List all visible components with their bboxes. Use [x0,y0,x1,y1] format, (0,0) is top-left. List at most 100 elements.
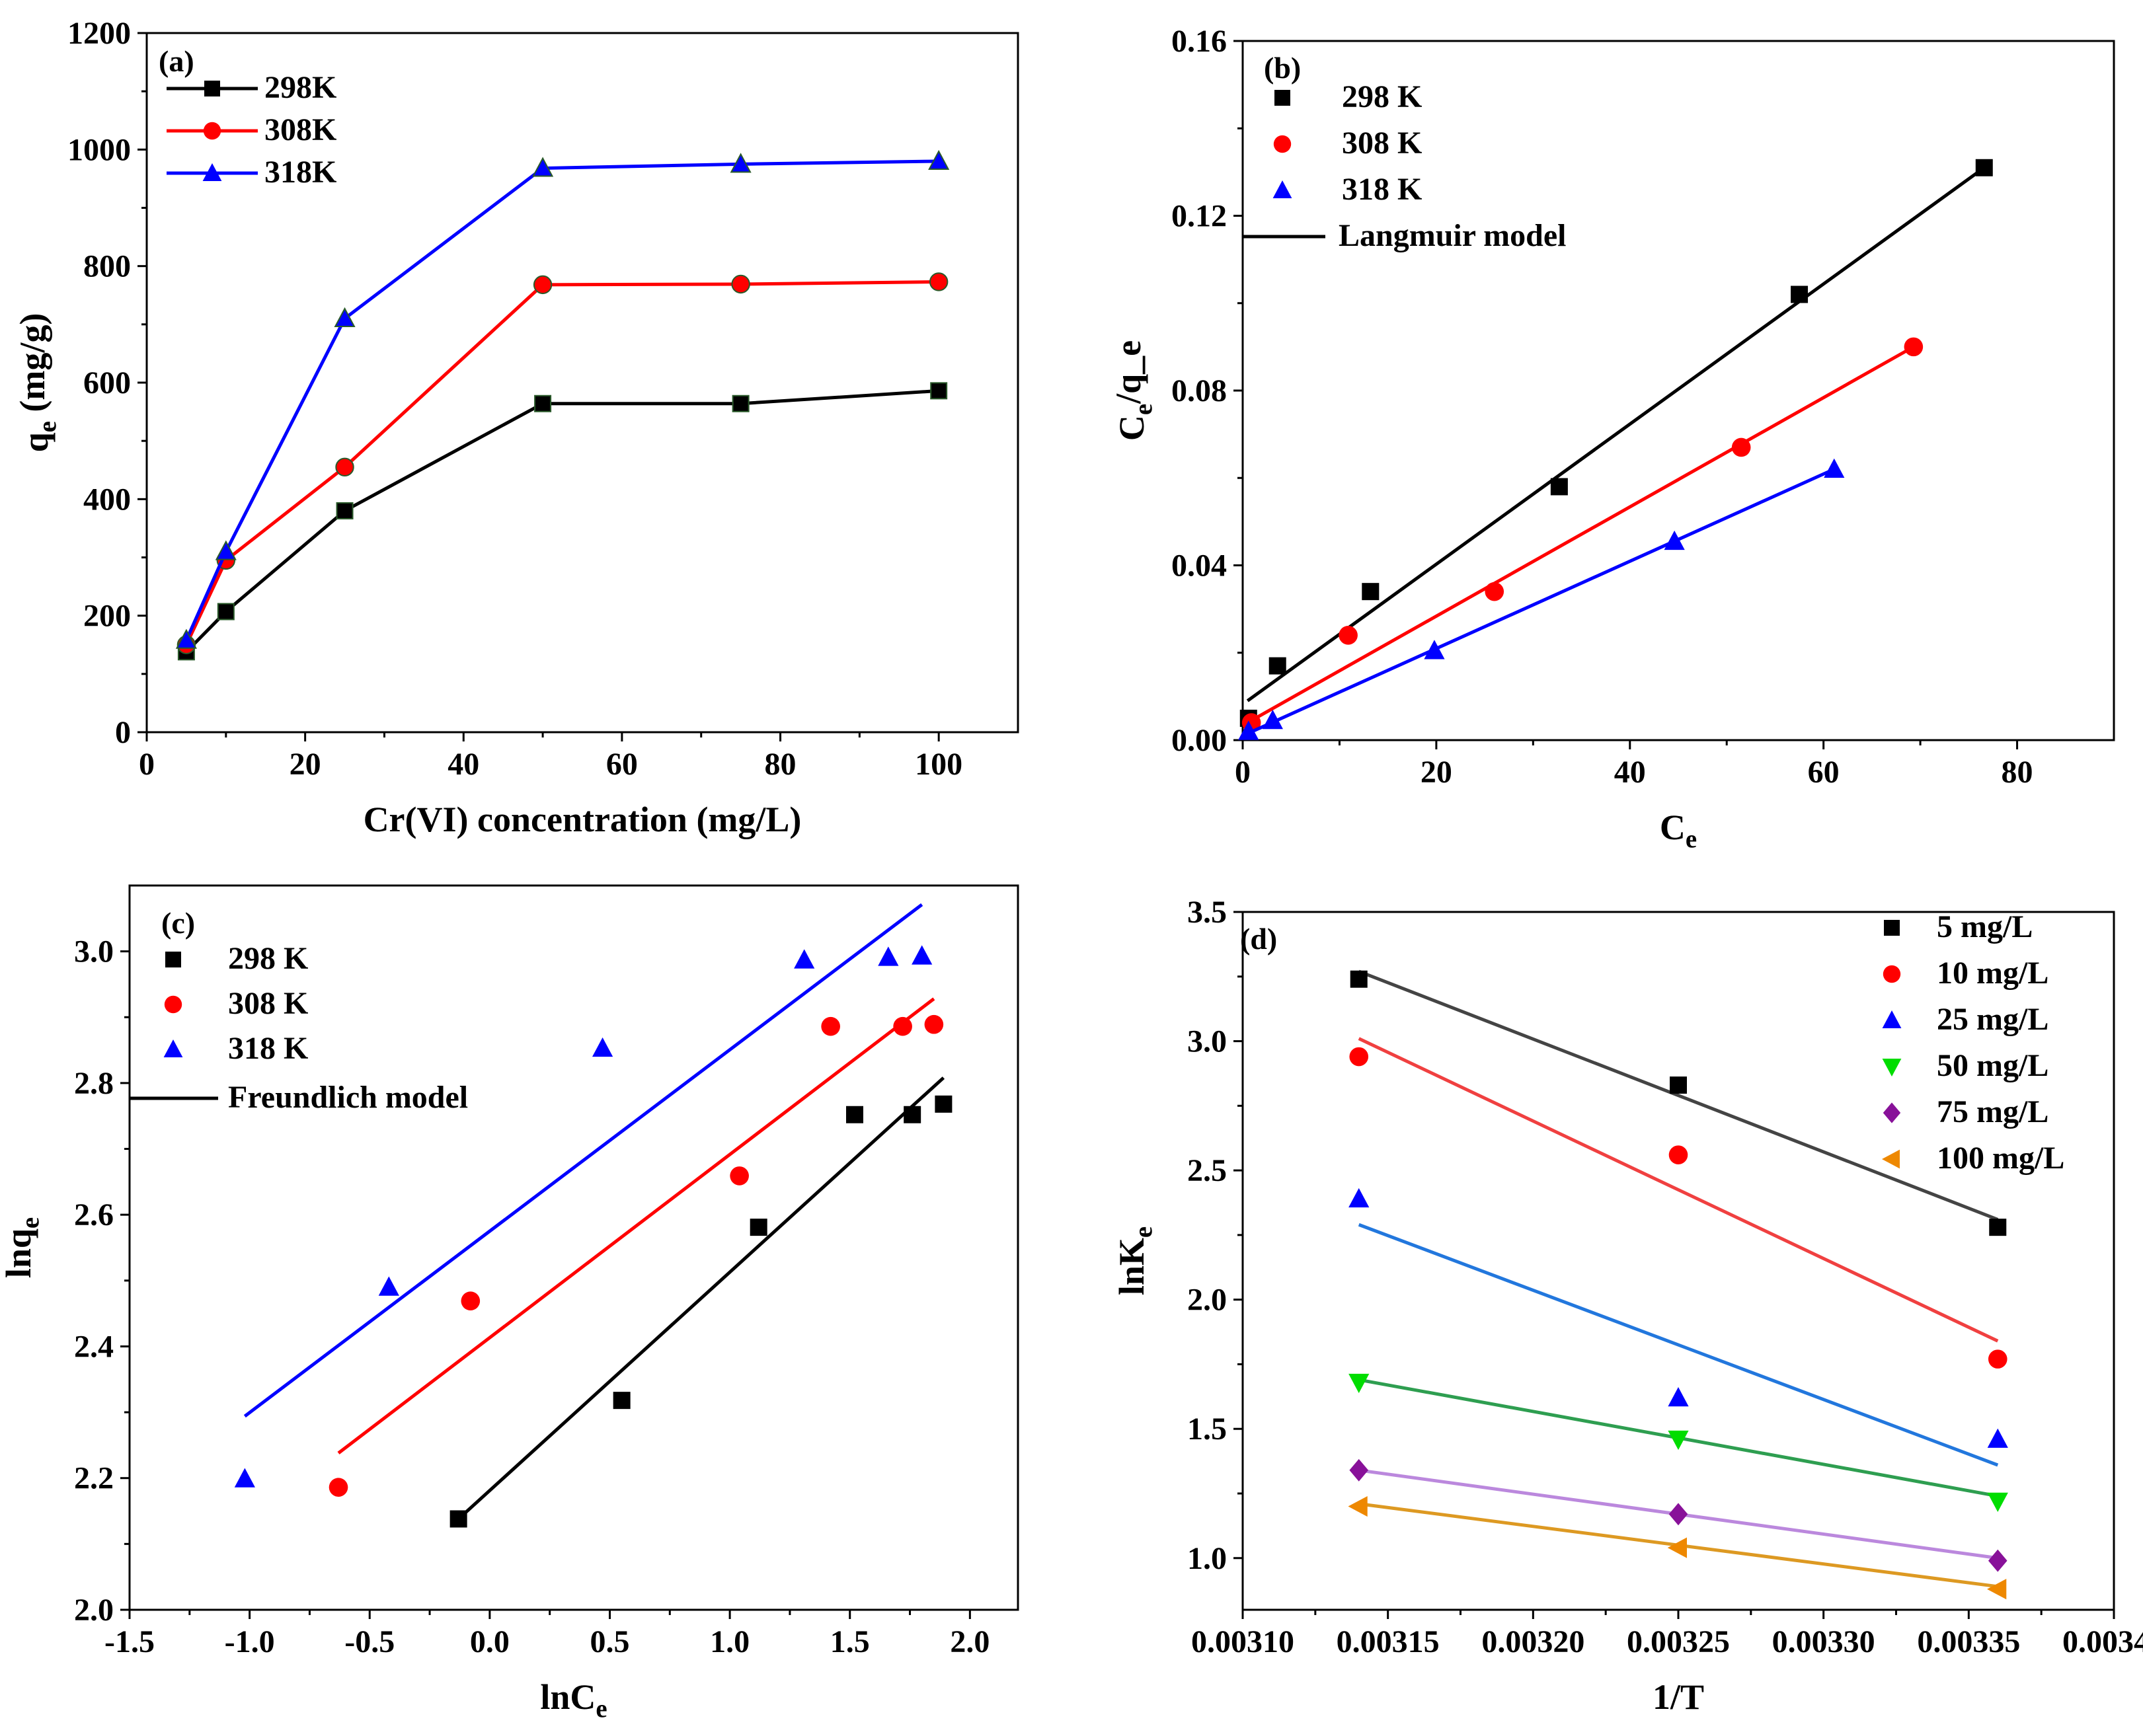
data-point [1664,530,1685,550]
data-point [1988,1349,2007,1369]
legend-item: 308 K [1273,126,1422,161]
y-tick-label: 1.5 [1187,1412,1227,1447]
data-point [1268,657,1286,675]
series-308-k [329,997,944,1497]
series-308-k [1241,337,1924,732]
data-point [845,1106,863,1123]
data-point [534,395,552,412]
x-tick-label: -1.5 [104,1624,155,1659]
data-point [234,1468,255,1488]
data-point [794,949,815,969]
panel-label: (d) [1240,922,1277,956]
y-tick-label: 800 [83,249,131,284]
data-point [1550,478,1568,496]
series-100-mg-l [1348,1495,2007,1600]
x-tick-label: -0.5 [344,1624,395,1659]
data-point [750,1219,767,1236]
y-tick-label: 400 [83,482,131,517]
fit-line [1247,345,1915,724]
data-point [878,946,899,966]
data-point [1339,626,1358,645]
y-tick-label: 2.0 [1187,1283,1227,1318]
data-point [1668,1430,1689,1451]
data-point [1424,640,1445,660]
y-tick-label: 2.6 [74,1197,114,1232]
legend-marker [165,952,181,967]
y-tick-label: 3.0 [1187,1024,1227,1059]
legend-marker [1273,135,1292,153]
legend-marker [163,1039,183,1057]
fit-line [1358,1223,1999,1467]
series-308k [176,272,949,654]
data-point [592,1037,613,1057]
legend-marker [1272,180,1292,198]
chart-panel-2: 0 20 40 60 80 0.00 0.04 0.08 0.12 0.16 Ce Ce/q_e (b)… [1109,24,2115,853]
data-point [1791,285,1809,303]
data-point [928,149,950,170]
x-tick-label: 0.00310 [1191,1624,1294,1659]
x-tick-label: 1.5 [830,1624,870,1659]
x-tick-label: 0 [139,747,155,782]
legend-item: 318 K [163,1031,308,1066]
data-point [935,1095,953,1113]
legend-item: 308 K [164,986,308,1021]
legend-label: 100 mg/L [1937,1141,2064,1176]
data-point [1988,1549,2007,1572]
y-tick-label: 0 [115,715,131,750]
data-point [821,1016,840,1036]
x-tick-label: 40 [1614,755,1646,790]
x-tick-label: 0 [1235,755,1251,790]
y-tick-label: 2.2 [74,1461,114,1496]
series-line [185,389,939,654]
legend-label: 298 K [1342,79,1422,114]
data-point [1987,1492,2008,1512]
y-tick-label: 200 [83,599,131,634]
series-298-k [449,1076,953,1528]
legend-label: 298 K [228,941,308,976]
data-point [215,540,237,560]
legend-item: 308K [167,112,336,147]
data-point [924,1014,944,1034]
series-318-k [234,903,933,1488]
series-10-mg-l [1349,1037,2007,1369]
data-point [732,395,750,412]
legend-marker [1883,965,1901,983]
data-point [1904,337,1924,357]
legend-marker [1883,1102,1901,1123]
panel-label: (b) [1264,51,1301,85]
legend-label: 318K [264,155,336,190]
data-point [335,457,354,477]
data-point [334,307,356,328]
chart-panel-3: -1.5 -1.0 -0.5 0.0 0.5 1.0 1.5 2.0 2.0 2.2 2.4 2.6 2… [0,884,1019,1723]
x-tick-label: 1.0 [710,1624,750,1659]
data-point [1987,1579,2007,1600]
legend-marker [1882,1010,1902,1028]
legend-label: 308K [264,112,336,147]
x-tick-label: -1.0 [225,1624,275,1659]
legend-marker [1882,1149,1900,1169]
data-point [1348,1495,1368,1517]
x-axis-label: Ce [1660,808,1697,853]
y-axis-label: qe (mg/g) [13,313,61,453]
fit-line [1246,166,1986,702]
legend-item: 318 K [1272,172,1422,207]
series-5-mg-l [1350,969,2007,1236]
x-tick-label: 60 [1808,755,1840,790]
fit-line [1247,467,1835,736]
legend-label: 308 K [1342,126,1422,161]
legend-label: 308 K [228,986,308,1021]
series-318-k [1238,458,1845,740]
data-point [1668,1503,1688,1526]
data-point [1348,1373,1370,1394]
plot-frame [128,884,1019,1611]
legend-label: Langmuir model [1339,218,1566,253]
series-line [184,280,939,646]
y-tick-label: 0.08 [1171,373,1227,408]
legend-item: 100 mg/L [1882,1141,2064,1176]
legend-item-fit: Langmuir model [1243,218,1566,253]
legend-item: 10 mg/L [1883,956,2048,991]
fit-line [243,903,923,1418]
y-tick-label: 3.5 [1187,895,1227,930]
data-point [1485,582,1504,601]
legend-marker [164,995,182,1014]
